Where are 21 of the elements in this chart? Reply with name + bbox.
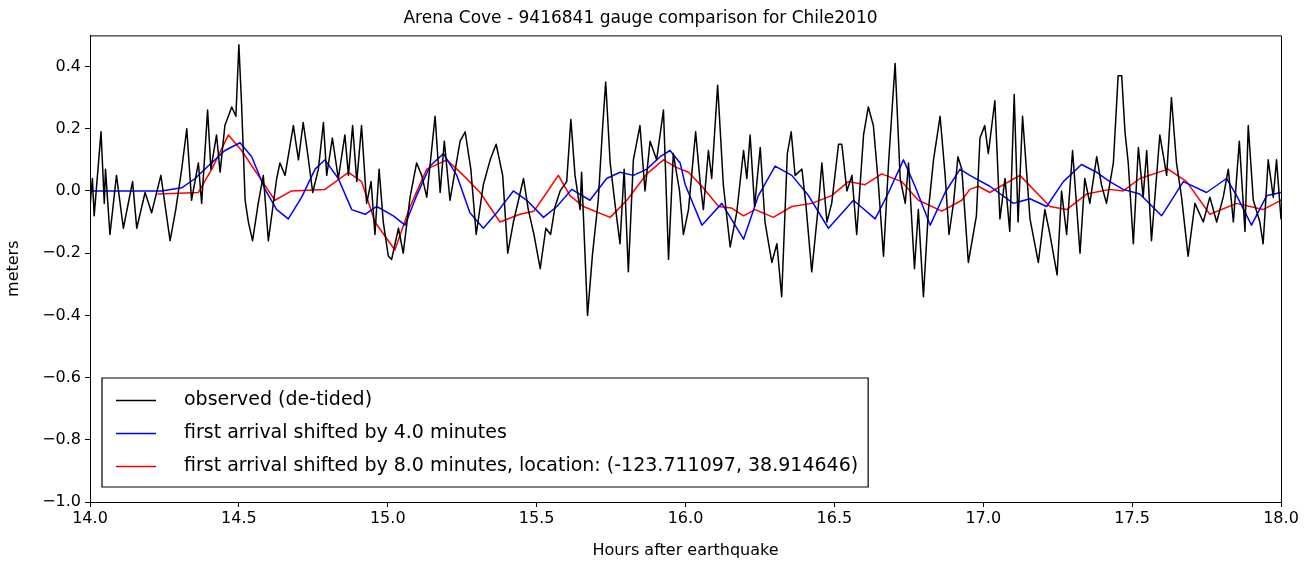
y-tick-label: −0.4 bbox=[42, 304, 81, 324]
chart-title: Arena Cove - 9416841 gauge comparison for Chile2010 bbox=[403, 6, 878, 27]
y-tick-label: 0.4 bbox=[55, 55, 81, 75]
y-tick-label: −0.8 bbox=[42, 428, 81, 448]
legend-label: observed (de-tided) bbox=[184, 387, 373, 410]
x-tick-label: 15.5 bbox=[518, 507, 555, 527]
x-tick-label: 17.5 bbox=[1114, 507, 1150, 527]
y-tick-label: 0.0 bbox=[55, 180, 81, 200]
y-tick-label: 0.2 bbox=[55, 117, 81, 137]
x-axis-title: Hours after earthquake bbox=[592, 539, 779, 559]
x-tick-label: 18.0 bbox=[1263, 507, 1299, 527]
legend-label: first arrival shifted by 4.0 minutes bbox=[184, 420, 507, 443]
y-tick-label: −0.2 bbox=[42, 242, 81, 262]
x-tick-label: 15.0 bbox=[369, 507, 406, 527]
y-axis-title: meters bbox=[2, 240, 22, 297]
y-tick-label: −0.6 bbox=[42, 366, 81, 386]
x-tick-label: 17.0 bbox=[965, 507, 1002, 527]
legend-label: first arrival shifted by 8.0 minutes, location: (-123.711097, 38.914646) bbox=[184, 453, 859, 476]
x-tick-label: 14.5 bbox=[221, 507, 257, 527]
x-tick-label: 16.0 bbox=[667, 507, 704, 527]
x-tick-label: 16.5 bbox=[816, 507, 853, 527]
